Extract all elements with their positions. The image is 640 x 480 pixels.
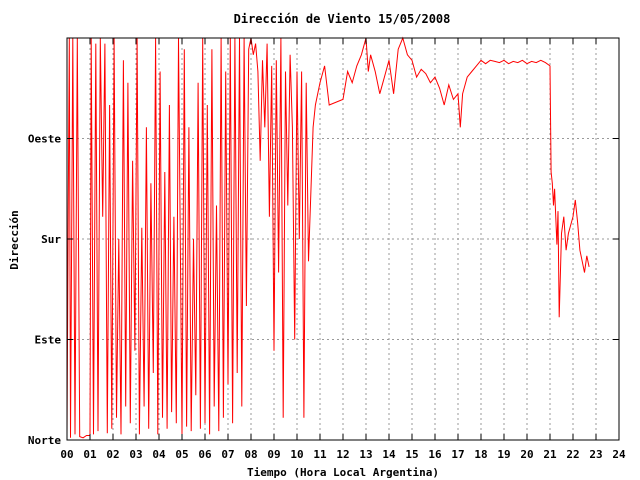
- y-tick-label: Norte: [28, 434, 61, 447]
- y-axis-ticks: Norte Este Sur Oeste: [28, 133, 619, 447]
- x-tick-label: 11: [313, 448, 327, 461]
- wind-direction-series-line: [66, 36, 590, 439]
- grid-lines: [67, 38, 619, 440]
- x-tick-label: 02: [106, 448, 119, 461]
- x-tick-label: 21: [543, 448, 557, 461]
- x-tick-label: 00: [60, 448, 73, 461]
- plot-line-group: [66, 36, 590, 439]
- y-axis-label: Dirección: [8, 210, 21, 270]
- x-tick-label: 05: [175, 448, 188, 461]
- x-tick-label: 22: [566, 448, 579, 461]
- y-tick-label: Oeste: [28, 133, 61, 146]
- x-tick-label: 23: [589, 448, 602, 461]
- x-tick-label: 18: [474, 448, 487, 461]
- x-tick-label: 13: [359, 448, 372, 461]
- x-tick-label: 08: [244, 448, 257, 461]
- x-tick-label: 10: [290, 448, 303, 461]
- x-tick-label: 19: [497, 448, 510, 461]
- x-axis-label: Tiempo (Hora Local Argentina): [247, 466, 439, 479]
- x-tick-label: 04: [152, 448, 166, 461]
- x-tick-label: 17: [451, 448, 464, 461]
- x-tick-label: 14: [382, 448, 396, 461]
- x-tick-label: 06: [198, 448, 212, 461]
- x-tick-label: 16: [428, 448, 442, 461]
- x-tick-label: 03: [129, 448, 142, 461]
- y-tick-label: Este: [35, 334, 62, 347]
- x-tick-label: 01: [83, 448, 97, 461]
- x-tick-label: 20: [520, 448, 533, 461]
- x-tick-label: 09: [267, 448, 280, 461]
- x-tick-label: 24: [612, 448, 626, 461]
- x-tick-label: 07: [221, 448, 234, 461]
- y-tick-label: Sur: [41, 233, 61, 246]
- chart-title: Dirección de Viento 15/05/2008: [234, 12, 451, 26]
- x-tick-label: 15: [405, 448, 418, 461]
- x-axis-ticks: 00 01 02 03 04 05 06 07 08 09 10 11 12 13 14 15 16 17 18 19…: [60, 38, 626, 461]
- x-tick-label: 12: [336, 448, 349, 461]
